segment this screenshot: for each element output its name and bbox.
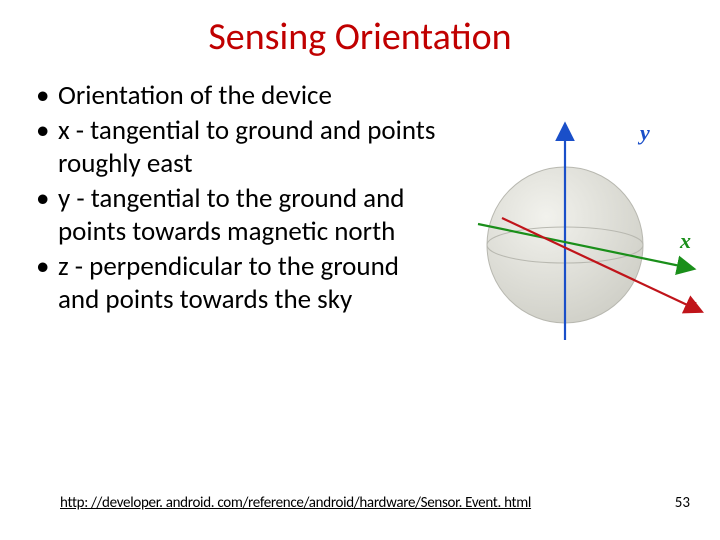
y-axis-label: y	[640, 120, 650, 146]
x-axis-label: x	[680, 228, 691, 254]
axes-sphere-svg	[440, 110, 710, 360]
page-number: 53	[675, 494, 690, 512]
list-item: z - perpendicular to the ground and poin…	[58, 251, 440, 317]
list-item: Orientation of the device	[58, 80, 440, 113]
z-axis-label: z	[688, 292, 697, 318]
orientation-diagram: y x z	[440, 110, 710, 370]
page-title: Sensing Orientation	[30, 14, 690, 60]
list-item: x - tangential to ground and points roug…	[58, 115, 440, 181]
list-item: y - tangential to the ground and points …	[58, 183, 440, 249]
content-row: Orientation of the device x - tangential…	[30, 80, 690, 370]
bullet-list: Orientation of the device x - tangential…	[30, 80, 440, 319]
source-link[interactable]: http: //developer. android. com/referenc…	[60, 494, 531, 512]
